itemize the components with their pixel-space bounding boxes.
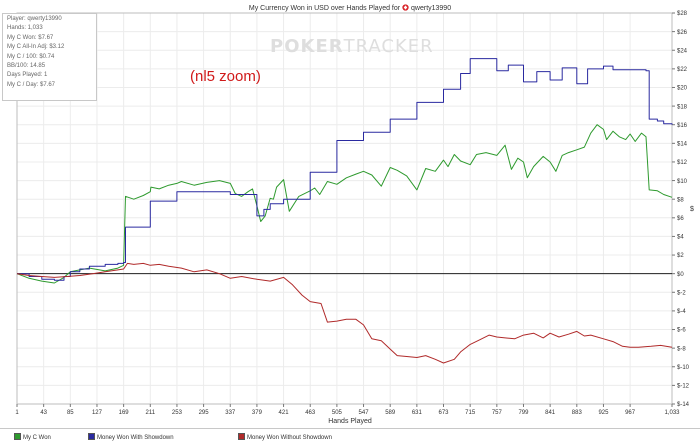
y-tick-label: $-14 [677,402,690,408]
pokertracker-logo-icon [402,4,409,11]
legend-swatch [14,433,21,440]
legend-item-showdown[interactable]: Money Won With Showdown [88,433,174,441]
chart-title: My Currency Won in USD over Hands Played… [0,4,700,12]
y-tick-label: $-2 [677,290,686,296]
x-tick-label: 211 [145,410,155,416]
legend-label: Money Won Without Showdown [247,435,332,441]
x-tick-label: 799 [518,410,529,416]
legend-item-non-showdown[interactable]: Money Won Without Showdown [238,433,332,441]
x-tick-label: 505 [332,410,343,416]
y-tick-label: $8 [677,197,684,203]
x-tick-label: 379 [252,410,263,416]
y-tick-label: $6 [677,216,684,222]
legend-item-my-c-won[interactable]: My C Won [14,433,51,441]
y-tick-label: $-10 [677,365,690,371]
stat-hands: Hands: 1,033 [7,25,43,32]
x-tick-label: 715 [465,410,476,416]
y-tick-label: $20 [677,86,688,92]
x-axis-label: Hands Played [328,418,372,425]
x-tick-label: 925 [598,410,609,416]
stat-allin-adj: My C All-In Adj: $3.12 [7,44,65,51]
y-tick-label: $18 [677,104,688,110]
legend-label: My C Won [23,435,51,441]
stat-days-played: Days Played: 1 [7,72,48,79]
x-tick-label: 631 [412,410,423,416]
series-line-2 [16,262,673,364]
legend-swatch [88,433,95,440]
y-tick-label: $2 [677,253,684,259]
chart-title-player: qwerty13990 [411,5,452,12]
plot-frame [16,12,673,405]
pokertracker-watermark: POKERTRACKER [270,36,434,57]
grid-lines [16,12,673,405]
y-tick-label: $-4 [677,309,686,315]
x-tick-label: 253 [172,410,183,416]
x-tick-label: 337 [225,410,236,416]
x-tick-label: 757 [492,410,503,416]
stat-player: Player: qwerty13990 [7,16,62,22]
y-tick-label: $28 [677,11,688,17]
y-tick-label: $16 [677,123,688,129]
x-tick-label: 421 [279,410,290,416]
y-tick-label: $-6 [677,328,686,334]
x-tick-label: 967 [625,410,636,416]
y-tick-label: $24 [677,48,688,54]
tick-labels: $-14 $-12 $-10 $-8 $-6 $-4 $-2 $0 $2 $4 $6 $8 $10 $12… [15,11,689,416]
chart-legend: My C Won Money Won With Showdown Money W… [0,428,700,445]
legend-swatch [238,433,245,440]
stats-summary-box: Player: qwerty13990 Hands: 1,033 My C Wo… [2,13,97,101]
x-tick-label: 883 [572,410,583,416]
x-tick-label: 589 [385,410,396,416]
series-lines [16,58,673,364]
series-line-0 [16,124,673,284]
y-tick-label: $26 [677,30,688,36]
x-tick-label: 169 [119,410,130,416]
y-axis-label: $ [690,206,694,213]
x-tick-label: 1,033 [664,410,680,416]
chart-title-text: My Currency Won in USD over Hands Played… [248,5,401,12]
x-tick-label: 547 [359,410,370,416]
y-tick-label: $14 [677,142,688,148]
x-tick-label: 673 [439,410,450,416]
axes [16,12,675,407]
x-tick-label: 841 [545,410,556,416]
stat-bb-100: BB/100: 14.85 [7,63,46,70]
y-tick-label: $0 [677,272,684,278]
x-tick-label: 43 [40,410,47,416]
y-tick-label: $-8 [677,346,686,352]
y-tick-label: $22 [677,67,688,73]
y-tick-label: $12 [677,160,688,166]
y-tick-label: $-12 [677,384,690,390]
x-tick-label: 295 [199,410,210,416]
stat-per-100: My C / 100: $0.74 [7,53,55,60]
stat-per-day: My C / Day: $7.67 [7,81,56,88]
x-tick-label: 1 [15,410,19,416]
series-line-1 [17,58,673,281]
legend-label: Money Won With Showdown [97,435,174,441]
y-tick-label: $10 [677,179,688,185]
chart-annotation: (nl5 zoom) [190,68,261,85]
x-tick-label: 463 [305,410,316,416]
x-tick-label: 85 [67,410,74,416]
x-tick-label: 127 [92,410,103,416]
y-tick-label: $4 [677,235,684,241]
stat-won: My C Won: $7.67 [7,34,54,41]
